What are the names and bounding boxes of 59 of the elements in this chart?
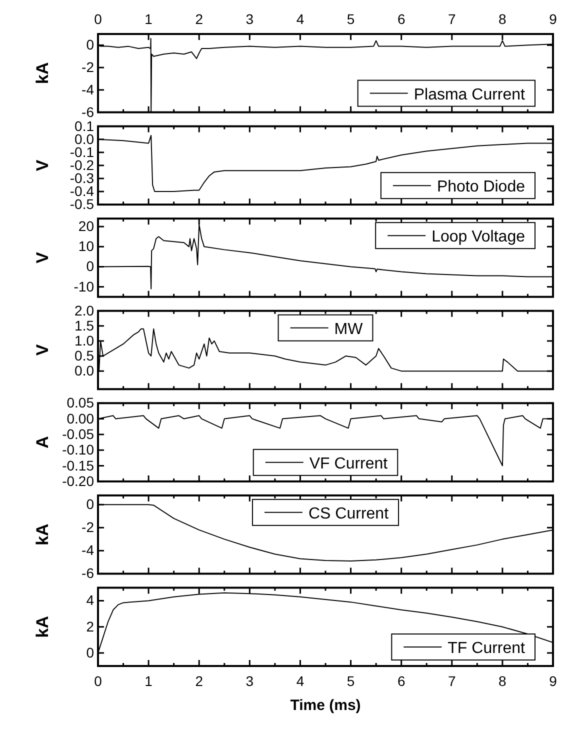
y-tick-label: -4 <box>82 81 94 98</box>
y-tick-label: 0.00 <box>66 410 94 426</box>
y-tick-label: 0 <box>86 36 94 53</box>
x2-tick-label: 4 <box>296 11 304 27</box>
y-axis-title: kA <box>33 524 52 546</box>
y-tick-label: -0.05 <box>62 426 94 442</box>
legend-label: VF Current <box>309 455 388 472</box>
legend-label: MW <box>334 320 364 338</box>
x2-tick-label: 3 <box>246 11 254 27</box>
y-tick-label: 2 <box>86 618 94 634</box>
x2-tick-label: 9 <box>549 11 558 27</box>
x-tick-label: 3 <box>246 672 254 689</box>
x-tick-label: 6 <box>397 672 406 689</box>
y-tick-label: 0.0 <box>74 362 94 379</box>
x2-tick-label: 1 <box>144 11 153 27</box>
x-tick-label: 4 <box>296 672 304 689</box>
y-tick-label: -2 <box>82 519 94 536</box>
x2-tick-label: 8 <box>498 11 507 27</box>
x-tick-label: 9 <box>549 672 558 689</box>
x-tick-label: 7 <box>448 672 456 689</box>
x-tick-label: 5 <box>346 672 355 689</box>
x-tick-label: 1 <box>144 672 153 689</box>
y-tick-label: -2 <box>82 59 94 76</box>
x2-tick-label: 2 <box>195 11 204 27</box>
y-tick-label: -0.15 <box>62 457 94 474</box>
y-tick-label: -0.10 <box>62 442 94 458</box>
legend-label: Loop Voltage <box>432 228 526 246</box>
y-axis-title: V <box>33 159 52 172</box>
legend-label: Plasma Current <box>414 86 526 104</box>
legend-label: CS Current <box>308 505 390 522</box>
y-tick-label: 0 <box>86 644 94 660</box>
x2-tick-label: 6 <box>397 11 406 27</box>
y-tick-label: 0.5 <box>74 348 94 364</box>
y-tick-label: -4 <box>82 542 94 558</box>
y-axis-title: A <box>33 436 52 448</box>
y-tick-label: 20 <box>78 218 94 234</box>
x-tick-label: 2 <box>195 672 204 689</box>
legend-label: Photo Diode <box>436 178 526 196</box>
y-axis-title: V <box>33 251 52 264</box>
x-axis-title: Time (ms) <box>290 697 361 714</box>
legend-label: TF Current <box>448 640 526 657</box>
y-tick-label: 0 <box>86 496 94 512</box>
y-tick-label: -10 <box>74 278 94 294</box>
y-tick-label: 4 <box>86 592 94 608</box>
y-tick-label: 2.0 <box>74 302 94 318</box>
y-tick-label: 10 <box>78 238 94 254</box>
y-tick-label: -6 <box>82 565 94 582</box>
y-axis-title: kA <box>33 62 52 84</box>
y-tick-label: 0.05 <box>66 394 94 411</box>
y-tick-label: 0 <box>86 258 94 274</box>
y-tick-label: -6 <box>82 104 94 120</box>
y-axis-title: kA <box>33 616 52 638</box>
y-tick-label: 1.0 <box>74 332 94 348</box>
x2-tick-label: 5 <box>346 11 355 27</box>
y-axis-title: V <box>33 344 52 356</box>
y-tick-label: 1.5 <box>74 317 94 334</box>
x2-tick-label: 7 <box>448 11 456 27</box>
x-tick-label: 8 <box>498 672 507 689</box>
y-tick-label: -0.20 <box>62 472 94 489</box>
